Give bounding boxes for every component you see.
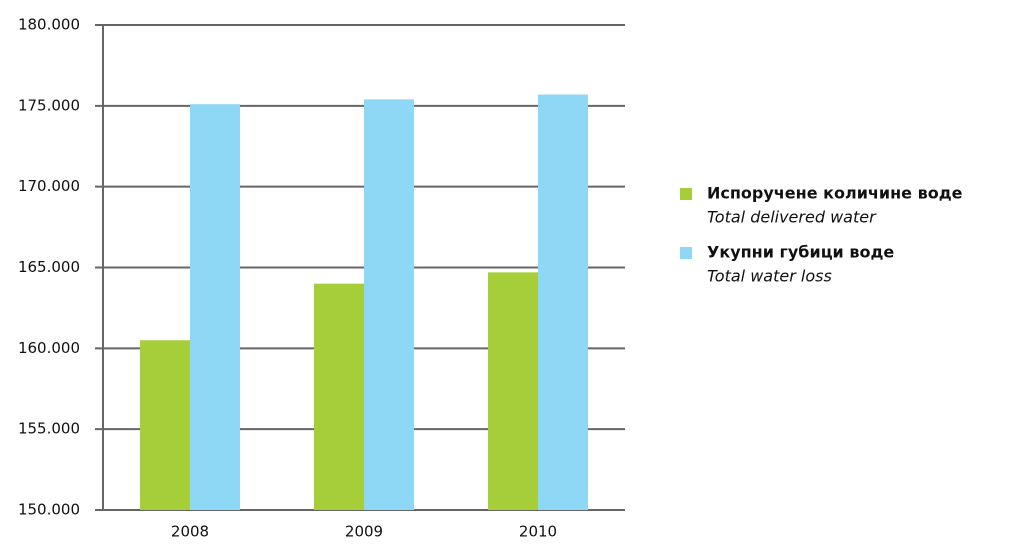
y-tick-label: 165.000 bbox=[18, 258, 80, 276]
bar bbox=[140, 340, 190, 510]
legend-label: Испоручене количине воде bbox=[707, 184, 963, 203]
x-tick-label: 2008 bbox=[171, 523, 209, 541]
y-tick-label: 155.000 bbox=[18, 420, 80, 438]
bar bbox=[488, 272, 538, 510]
y-tick-label: 150.000 bbox=[18, 501, 80, 519]
legend-swatch bbox=[680, 188, 692, 200]
y-tick-label: 170.000 bbox=[18, 177, 80, 195]
bar bbox=[538, 94, 588, 511]
bar bbox=[314, 283, 364, 510]
bar bbox=[190, 104, 240, 510]
legend-sublabel: Total water loss bbox=[707, 267, 832, 286]
legend-swatch bbox=[680, 247, 692, 259]
y-tick-label: 180.000 bbox=[18, 16, 80, 34]
y-tick-label: 160.000 bbox=[18, 339, 80, 357]
bar bbox=[364, 99, 414, 510]
x-tick-label: 2010 bbox=[519, 523, 557, 541]
y-tick-label: 175.000 bbox=[18, 96, 80, 114]
x-tick-label: 2009 bbox=[345, 523, 383, 541]
legend-sublabel: Total delivered water bbox=[707, 208, 877, 227]
legend-label: Укупни губици воде bbox=[707, 243, 894, 262]
